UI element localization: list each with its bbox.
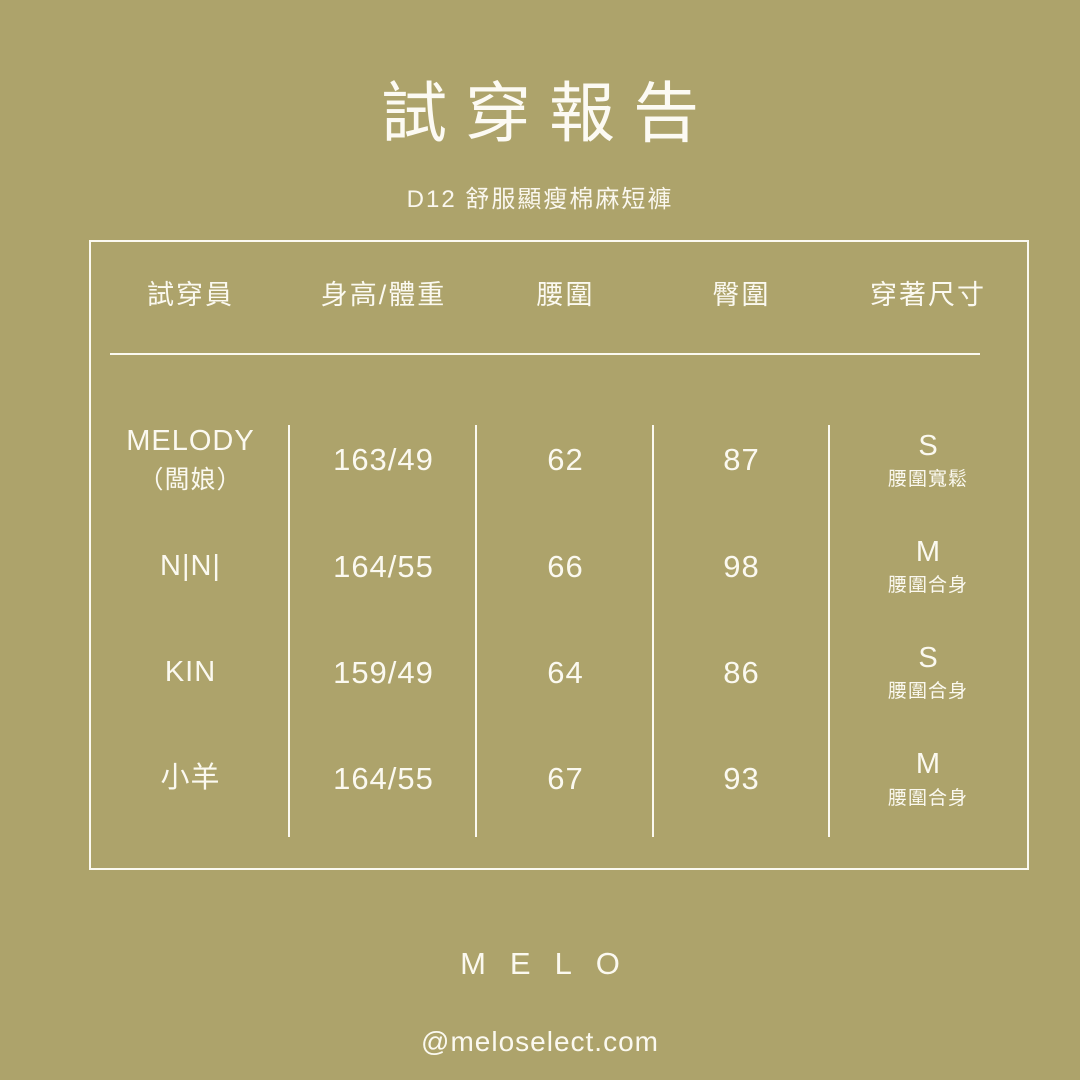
fit-note: 腰圍合身 xyxy=(887,575,968,597)
cell-height-weight: 159/49 xyxy=(290,655,477,691)
cell-size: S 腰圍合身 xyxy=(829,642,1027,703)
column-header-size: 穿著尺寸 xyxy=(870,279,986,310)
waist-value: 66 xyxy=(547,548,584,584)
header-separator-line xyxy=(110,353,980,355)
cell-size: M 腰圍合身 xyxy=(829,536,1027,597)
table-body: MELODY （闆娘） 163/49 62 87 S 腰圍寬鬆 xyxy=(91,407,1027,832)
fitter-name: MELODY xyxy=(126,425,255,458)
waist-value: 67 xyxy=(547,761,584,797)
column-header-fitter: 試穿員 xyxy=(147,279,234,310)
cell-height-weight: 163/49 xyxy=(290,442,477,478)
hip-value: 87 xyxy=(723,442,760,478)
cell-hip: 87 xyxy=(654,442,829,478)
website-handle: @meloselect.com xyxy=(421,1026,659,1057)
cell-waist: 62 xyxy=(477,442,654,478)
column-header-hip: 臀圍 xyxy=(712,279,771,310)
fitter-name: KIN xyxy=(164,655,217,688)
height-weight-value: 164/55 xyxy=(333,761,434,797)
cell-height-weight: 164/55 xyxy=(290,761,477,797)
table-header-row: 試穿員 身高/體重 腰圍 臀圍 穿著尺寸 xyxy=(91,242,1027,342)
fit-note: 腰圍合身 xyxy=(887,681,968,703)
waist-value: 64 xyxy=(547,654,584,690)
table-row: 小羊 164/55 67 93 M 腰圍合身 xyxy=(91,726,1027,832)
cell-size: M 腰圍合身 xyxy=(829,748,1027,809)
cell-fitter: MELODY （闆娘） xyxy=(91,425,290,495)
page-title: 試穿報告 xyxy=(381,76,717,150)
product-subtitle: D12 舒服顯瘦棉麻短褲 xyxy=(406,186,674,213)
cell-waist: 66 xyxy=(477,549,654,585)
cell-hip: 98 xyxy=(654,549,829,585)
column-header-height-weight: 身高/體重 xyxy=(320,279,447,310)
hip-value: 93 xyxy=(723,761,760,797)
cell-waist: 67 xyxy=(477,761,654,797)
cell-fitter: 小羊 xyxy=(91,762,290,795)
cell-hip: 86 xyxy=(654,655,829,691)
cell-waist: 64 xyxy=(477,655,654,691)
column-divider xyxy=(475,425,477,837)
cell-fitter: N|N| xyxy=(91,550,290,583)
column-divider xyxy=(652,425,654,837)
table-row: N|N| 164/55 66 98 M 腰圍合身 xyxy=(91,513,1027,619)
hip-value: 98 xyxy=(723,548,760,584)
size-value: M xyxy=(915,748,941,781)
cell-fitter: KIN xyxy=(91,656,290,689)
size-value: S xyxy=(918,429,938,462)
fitting-table: 試穿員 身高/體重 腰圍 臀圍 穿著尺寸 MELODY （闆娘） 163/49 … xyxy=(89,240,1029,870)
table-row: KIN 159/49 64 86 S 腰圍合身 xyxy=(91,620,1027,726)
height-weight-value: 164/55 xyxy=(333,548,434,584)
fitter-name: N|N| xyxy=(160,549,221,582)
fitter-name-note: （闆娘） xyxy=(138,466,243,495)
cell-height-weight: 164/55 xyxy=(290,549,477,585)
waist-value: 62 xyxy=(547,442,584,478)
column-divider xyxy=(828,425,830,837)
hip-value: 86 xyxy=(723,654,760,690)
size-value: M xyxy=(915,535,941,568)
fit-note: 腰圍寬鬆 xyxy=(887,468,968,490)
fitter-name: 小羊 xyxy=(160,762,221,795)
column-divider xyxy=(288,425,290,837)
column-header-waist: 腰圍 xyxy=(536,279,595,310)
cell-size: S 腰圍寬鬆 xyxy=(829,430,1027,491)
height-weight-value: 159/49 xyxy=(333,654,434,690)
size-value: S xyxy=(918,642,938,675)
height-weight-value: 163/49 xyxy=(333,442,434,478)
brand-logo-text: MELO xyxy=(460,946,644,981)
fit-note: 腰圍合身 xyxy=(887,787,968,809)
table-row: MELODY （闆娘） 163/49 62 87 S 腰圍寬鬆 xyxy=(91,407,1027,513)
cell-hip: 93 xyxy=(654,761,829,797)
